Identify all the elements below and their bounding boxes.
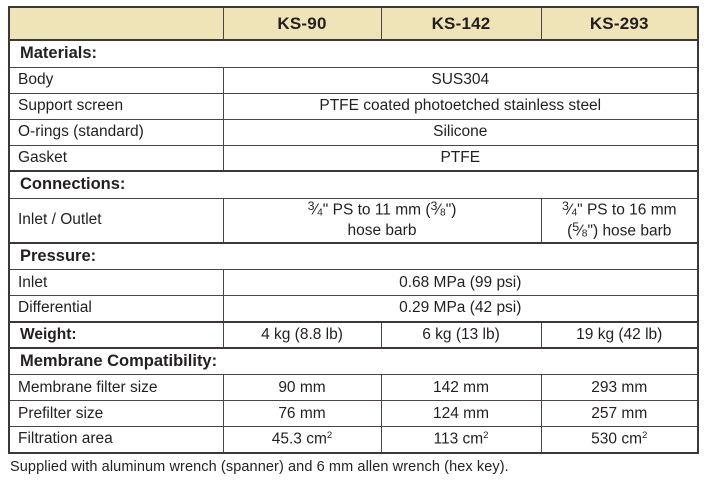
row-label: Gasket — [8, 144, 224, 172]
section-header-membrane-compatibility: Membrane Compatibility: — [8, 346, 699, 376]
row-label: Filtration area — [8, 426, 224, 454]
row-value-ks142: 142 mm — [380, 374, 542, 402]
table-row: Inlet / Outlet 3⁄4" PS to 11 mm (3⁄8") h… — [8, 197, 699, 244]
row-value-ks142: 124 mm — [380, 400, 542, 428]
table-header-row: KS-90 KS-142 KS-293 — [8, 6, 699, 41]
row-value-ks293: 19 kg (42 lb) — [540, 320, 699, 349]
table-row: Gasket PTFE — [8, 144, 699, 172]
value-text-line2: hose barb — [347, 221, 417, 239]
row-value-ks90: 76 mm — [222, 400, 382, 428]
row-label: Differential — [8, 295, 224, 323]
row-label: Prefilter size — [8, 400, 224, 428]
fraction-five-eighths: 5⁄8 — [572, 220, 588, 240]
value-text-line2: ( — [567, 222, 573, 240]
table-row: O-rings (standard) Silicone — [8, 118, 699, 146]
value-text: " PS to 16 mm — [577, 201, 677, 219]
row-value-ks293: 257 mm — [540, 400, 699, 428]
row-label: Support screen — [8, 92, 224, 120]
row-value-ks90: 45.3 cm2 — [222, 426, 382, 454]
row-label: Inlet / Outlet — [8, 197, 224, 244]
section-title: Pressure: — [8, 241, 699, 271]
row-value-ks90: 4 kg (8.8 lb) — [222, 320, 382, 349]
row-label: Membrane filter size — [8, 374, 224, 402]
value-text: ") hose barb — [587, 222, 672, 240]
specifications-table: KS-90 KS-142 KS-293 Materials: Body SUS3… — [8, 6, 699, 454]
row-label: Inlet — [8, 269, 224, 297]
header-cell-ks293: KS-293 — [540, 6, 699, 41]
value-text: ") — [445, 202, 457, 220]
row-label: O-rings (standard) — [8, 118, 224, 146]
row-value-ks142: 6 kg (13 lb) — [380, 320, 542, 349]
row-value-inlet-outlet-right: 3⁄4" PS to 16 mm (5⁄8") hose barb — [540, 197, 699, 244]
value-text: 45.3 cm — [271, 430, 327, 448]
row-value-ks90: 90 mm — [222, 374, 382, 402]
section-title: Materials: — [8, 39, 699, 68]
header-cell-ks142: KS-142 — [380, 6, 542, 41]
table-row: Prefilter size 76 mm 124 mm 257 mm — [8, 400, 699, 428]
superscript-squared: 2 — [326, 430, 333, 442]
header-cell-ks90: KS-90 — [222, 6, 382, 41]
table-row: Inlet 0.68 MPa (99 psi) — [8, 269, 699, 297]
section-header-pressure: Pressure: — [8, 241, 699, 271]
section-header-connections: Connections: — [8, 170, 699, 199]
row-value-inlet-outlet-left: 3⁄4" PS to 11 mm (3⁄8") hose barb — [222, 197, 542, 244]
row-value: 0.29 MPa (42 psi) — [222, 295, 699, 323]
row-label: Body — [8, 66, 224, 94]
table-row: Membrane filter size 90 mm 142 mm 293 mm — [8, 374, 699, 402]
table-row: Support screen PTFE coated photoetched s… — [8, 92, 699, 120]
header-cell-blank — [8, 6, 224, 41]
value-text: 113 cm — [433, 430, 484, 448]
row-value: PTFE coated photoetched stainless steel — [222, 92, 699, 120]
row-value: 0.68 MPa (99 psi) — [222, 269, 699, 297]
row-value: Silicone — [222, 118, 699, 146]
fraction-three-quarters: 3⁄4 — [307, 199, 323, 220]
section-header-materials: Materials: — [8, 39, 699, 68]
row-value-ks142: 113 cm2 — [380, 426, 542, 454]
value-text: 530 cm — [591, 430, 642, 448]
superscript-squared: 2 — [642, 430, 648, 442]
row-value: PTFE — [222, 144, 699, 172]
row-value-ks293: 293 mm — [540, 374, 699, 402]
table-row-weight: Weight: 4 kg (8.8 lb) 6 kg (13 lb) 19 kg… — [8, 320, 699, 349]
superscript-squared: 2 — [483, 430, 489, 442]
table-row: Body SUS304 — [8, 66, 699, 94]
fraction-three-eighths: 3⁄8 — [430, 199, 446, 220]
row-value-ks293: 530 cm2 — [540, 426, 699, 454]
row-label-weight: Weight: — [8, 320, 224, 349]
row-value: SUS304 — [222, 66, 699, 94]
section-title: Membrane Compatibility: — [8, 346, 699, 376]
fraction-three-quarters: 3⁄4 — [561, 198, 578, 219]
value-text: " PS to 11 mm ( — [322, 202, 431, 220]
section-title: Connections: — [8, 170, 699, 199]
footnote-text: Supplied with aluminum wrench (spanner) … — [10, 458, 509, 475]
table-row: Filtration area 45.3 cm2 113 cm2 530 cm2 — [8, 426, 699, 454]
table-row: Differential 0.29 MPa (42 psi) — [8, 295, 699, 323]
